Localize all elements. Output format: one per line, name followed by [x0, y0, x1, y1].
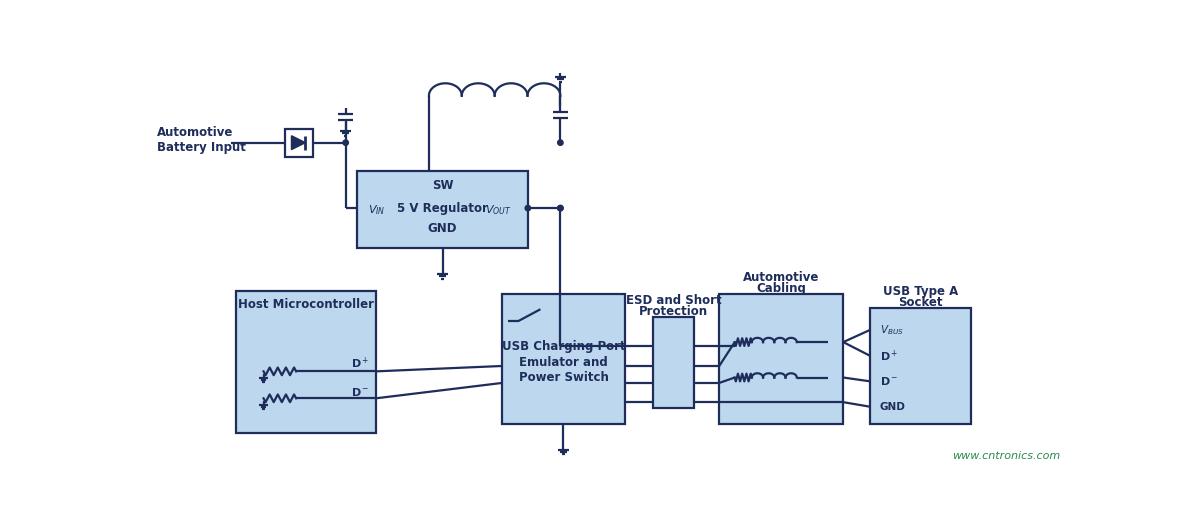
Bar [285, 129, 314, 156]
Text: 5 V Regulator: 5 V Regulator [397, 202, 488, 214]
Polygon shape [291, 136, 305, 149]
Text: Automotive: Automotive [743, 271, 820, 284]
Circle shape [344, 140, 348, 145]
Text: Emulator and: Emulator and [519, 356, 608, 369]
Circle shape [558, 205, 563, 211]
Text: GND: GND [880, 402, 906, 412]
Bar [870, 308, 971, 423]
Text: D$^+$: D$^+$ [351, 355, 370, 371]
Text: D$^-$: D$^-$ [351, 385, 370, 398]
Text: $V_{OUT}$: $V_{OUT}$ [485, 203, 512, 216]
Text: Host Microcontroller: Host Microcontroller [238, 298, 375, 311]
Text: USB Type A: USB Type A [883, 285, 959, 298]
Text: Power Switch: Power Switch [518, 371, 608, 384]
Circle shape [558, 205, 563, 211]
Bar [654, 317, 694, 408]
Text: SW: SW [432, 178, 454, 192]
Text: ESD and Short: ESD and Short [626, 294, 722, 307]
Bar [358, 171, 528, 248]
Bar [237, 290, 376, 433]
Text: Cabling: Cabling [757, 282, 807, 295]
Circle shape [558, 140, 563, 145]
Text: D$^+$: D$^+$ [880, 348, 898, 364]
Bar [719, 295, 843, 423]
Text: Protection: Protection [639, 305, 709, 318]
Bar [503, 295, 625, 423]
Text: GND: GND [427, 222, 457, 234]
Text: D$^-$: D$^-$ [880, 375, 898, 388]
Text: $V_{IN}$: $V_{IN}$ [369, 203, 385, 216]
Text: www.cntronics.com: www.cntronics.com [952, 451, 1061, 460]
Text: Automotive
Battery Input: Automotive Battery Input [157, 126, 247, 154]
Text: USB Charging Port: USB Charging Port [502, 340, 625, 353]
Text: $V_{BUS}$: $V_{BUS}$ [880, 323, 904, 337]
Text: Socket: Socket [899, 296, 943, 308]
Circle shape [525, 205, 530, 211]
